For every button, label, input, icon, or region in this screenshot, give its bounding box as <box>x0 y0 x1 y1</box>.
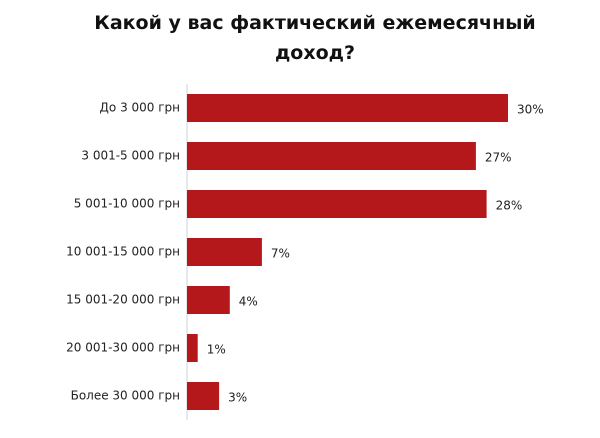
bar <box>187 334 198 362</box>
category-label: Более 30 000 грн <box>71 389 180 403</box>
bar <box>187 190 487 218</box>
category-label: 20 001-30 000 грн <box>66 341 180 355</box>
value-label: 3% <box>228 391 247 405</box>
bar <box>187 238 262 266</box>
value-label: 7% <box>271 247 290 261</box>
chart-title: Какой у вас фактический ежемесячный дохо… <box>94 12 536 64</box>
bar <box>187 382 220 410</box>
bar <box>187 94 508 122</box>
bar <box>187 286 230 314</box>
category-label: 15 001-20 000 грн <box>66 293 180 307</box>
value-label: 30% <box>517 103 544 117</box>
category-label: 3 001-5 000 грн <box>81 149 180 163</box>
category-label: 10 001-15 000 грн <box>66 245 180 259</box>
value-label: 1% <box>207 343 226 357</box>
value-label: 28% <box>496 199 523 213</box>
category-label: 5 001-10 000 грн <box>74 197 180 211</box>
value-label: 4% <box>239 295 258 309</box>
category-label: До 3 000 грн <box>100 101 180 115</box>
bar <box>187 142 476 170</box>
value-label: 27% <box>485 151 512 165</box>
